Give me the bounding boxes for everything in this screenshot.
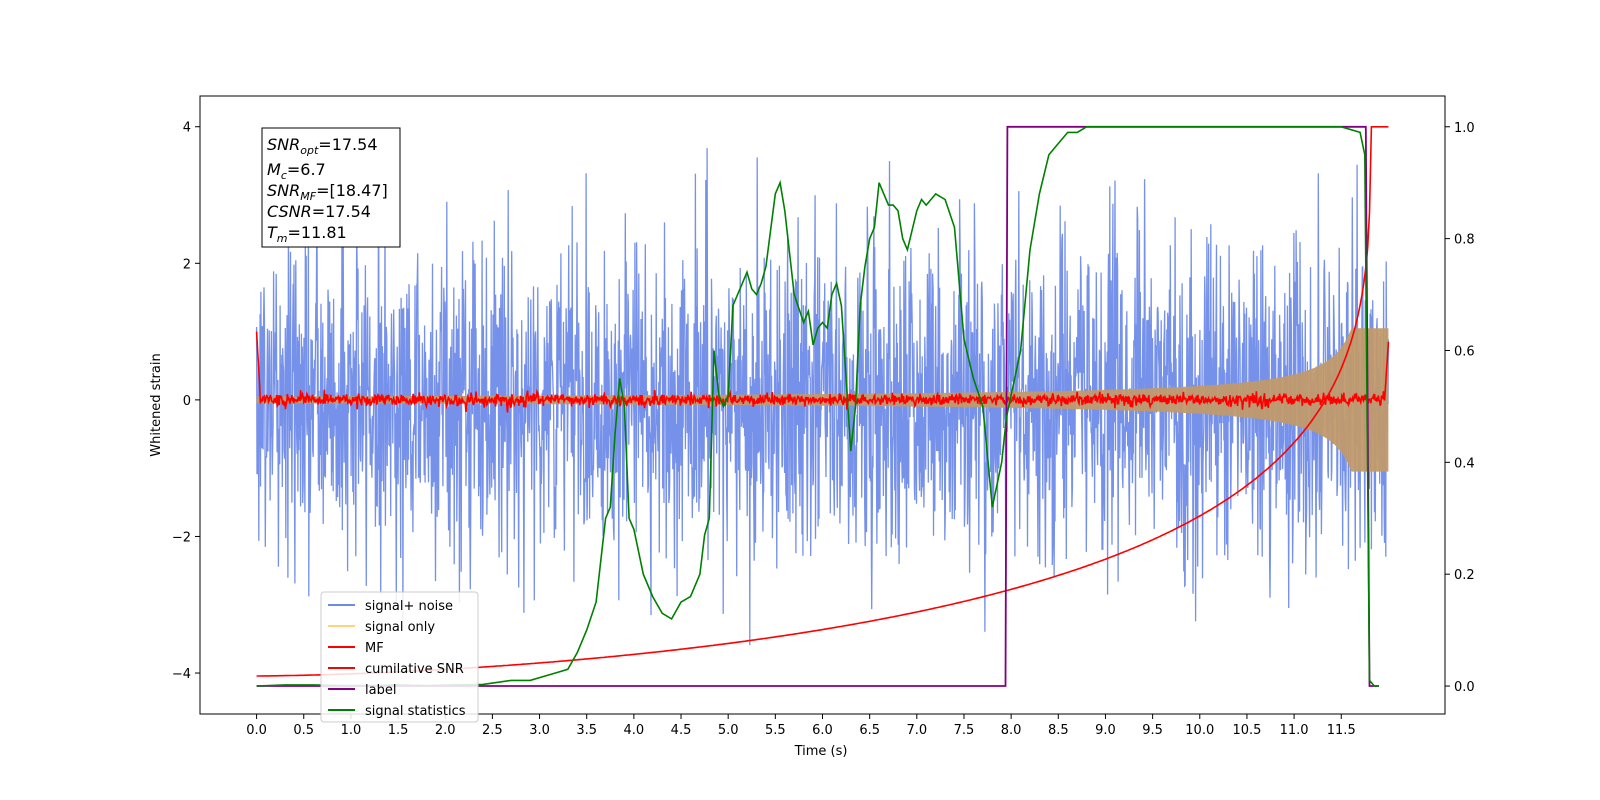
x-tick-label: 11.0: [1280, 723, 1309, 738]
legend-label: signal only: [365, 620, 435, 635]
info-snr-opt: SNRopt=17.54: [267, 135, 378, 157]
x-tick-label: 5.5: [765, 723, 786, 738]
y2-tick-label: 0.0: [1454, 680, 1475, 695]
x-tick-label: 1.5: [388, 723, 409, 738]
y-tick-label: −2: [172, 530, 191, 545]
x-tick-label: 7.5: [954, 723, 975, 738]
info-box-frame: [261, 127, 401, 248]
info-snr-mf: SNRMF=[18.47]: [267, 181, 388, 203]
series-mf: [255, 331, 1390, 413]
series-signal-plus-noise: [255, 144, 1390, 646]
y2-tick-label: 1.0: [1454, 121, 1475, 136]
y-axis-right: 1.0 0.8 0.6 0.4 0.2 0.0: [1445, 121, 1475, 695]
y-tick-label: 4: [183, 121, 191, 136]
legend-label: signal+ noise: [365, 599, 453, 614]
y-tick-label: 2: [183, 257, 191, 272]
info-box: SNRopt=17.54 Mc=6.7 SNRMF=[18.47] CSNR=1…: [261, 127, 401, 248]
x-tick-label: 6.0: [812, 723, 833, 738]
legend-label: signal statistics: [365, 704, 466, 719]
y2-tick-label: 0.8: [1454, 233, 1475, 248]
legend-label: cumilative SNR: [365, 662, 464, 677]
y-tick-label: 0: [183, 394, 191, 409]
x-tick-label: 4.5: [671, 723, 692, 738]
x-tick-label: 4.0: [624, 723, 645, 738]
x-tick-label: 9.0: [1095, 723, 1116, 738]
info-mc: Mc=6.7: [267, 160, 326, 182]
x-tick-label: 6.5: [859, 723, 880, 738]
x-axis: 0.0 0.5 1.0 1.5 2.0 2.5 3.0 3.5 4.0 4.5 5.0 5.5 6.0 6…: [246, 714, 1356, 738]
x-tick-label: 2.5: [482, 723, 503, 738]
x-tick-label: 0.0: [246, 723, 267, 738]
legend-frame: [320, 591, 479, 723]
y2-tick-label: 0.4: [1454, 456, 1475, 471]
series-signal-statistics: [256, 126, 1379, 687]
x-tick-label: 2.0: [435, 723, 456, 738]
x-tick-label: 3.0: [529, 723, 550, 738]
x-axis-label: Time (s): [794, 744, 848, 759]
x-tick-label: 0.5: [293, 723, 314, 738]
x-tick-label: 9.5: [1142, 723, 1163, 738]
legend: signal+ noise signal only MF cumilative SNR…: [320, 591, 479, 723]
x-tick-label: 10.5: [1232, 723, 1261, 738]
y2-tick-label: 0.6: [1454, 344, 1475, 359]
x-tick-label: 10.0: [1185, 723, 1214, 738]
y-axis-left: 4 2 0 −2 −4: [172, 121, 200, 682]
y-axis-label: Whitened strain: [149, 353, 164, 456]
x-tick-label: 7.0: [906, 723, 927, 738]
x-tick-label: 11.5: [1327, 723, 1356, 738]
x-tick-label: 3.5: [576, 723, 597, 738]
x-tick-label: 5.0: [718, 723, 739, 738]
info-tm: Tm=11.81: [267, 223, 347, 245]
legend-label: MF: [365, 641, 384, 656]
legend-label: label: [365, 683, 396, 698]
x-tick-label: 1.0: [341, 723, 362, 738]
y-tick-label: −4: [172, 667, 191, 682]
info-csnr: CSNR=17.54: [267, 202, 371, 221]
y2-tick-label: 0.2: [1454, 568, 1475, 583]
x-tick-label: 8.5: [1048, 723, 1069, 738]
x-tick-label: 8.0: [1001, 723, 1022, 738]
